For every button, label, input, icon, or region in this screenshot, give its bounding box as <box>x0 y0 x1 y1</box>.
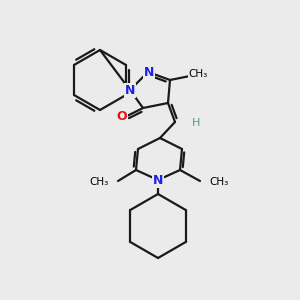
Text: N: N <box>125 83 135 97</box>
Text: N: N <box>153 173 163 187</box>
Text: N: N <box>144 65 154 79</box>
Text: CH₃: CH₃ <box>188 69 208 79</box>
Text: CH₃: CH₃ <box>90 177 109 187</box>
Text: O: O <box>117 110 127 122</box>
Text: CH₃: CH₃ <box>209 177 228 187</box>
Text: H: H <box>192 118 200 128</box>
